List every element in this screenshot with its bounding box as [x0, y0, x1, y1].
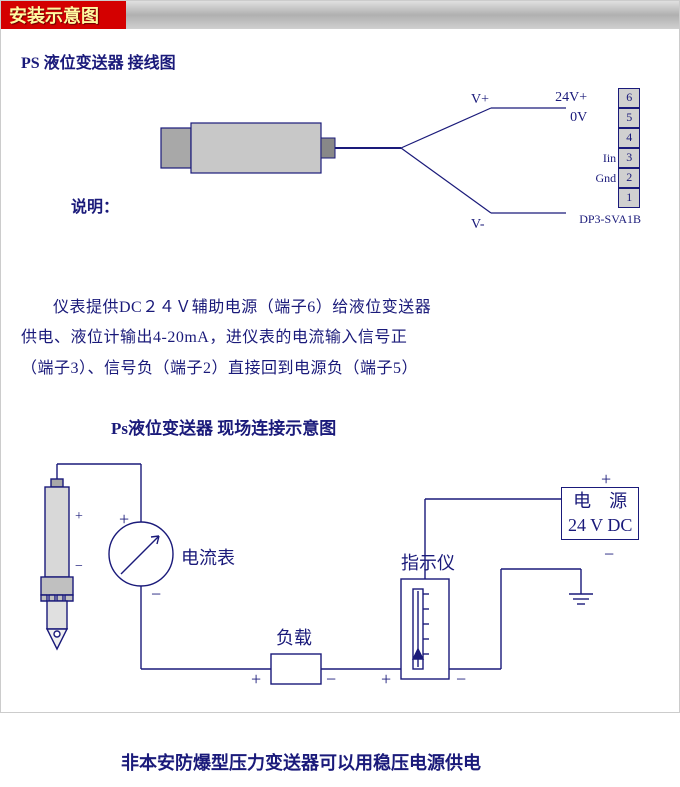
minus-psu: − [604, 544, 614, 565]
term-2: 2 [618, 168, 640, 188]
psu-line1: 电 源 [568, 490, 632, 513]
psu-line2: 24 V DC [568, 514, 632, 537]
term-out-6: 24V+ [549, 90, 589, 106]
minus-1: − [151, 584, 161, 605]
term-6: 6 [618, 88, 640, 108]
description-block: 仪表提供DC２４Ｖ辅助电源（端子6）给液位变送器 供电、液位计输出4-20mA，… [21, 293, 659, 384]
plus-psu: + [601, 469, 611, 490]
plus-sensor: + [75, 509, 83, 525]
term-4: 4 [618, 128, 640, 148]
section1-title: PS 液位变送器 接线图 [21, 49, 659, 73]
plus-2: + [251, 669, 261, 690]
load-label: 负载 [276, 624, 312, 650]
desc-line1: 仪表提供DC２４Ｖ辅助电源（端子6）给液位变送器 [21, 293, 659, 323]
plus-3: + [381, 669, 391, 690]
header-tab: 安装示意图 [1, 1, 126, 29]
terminal-model: DP3-SVA1B [579, 212, 641, 227]
ammeter-label: 电流表 [181, 544, 235, 570]
term-in-2: Gnd [589, 171, 619, 186]
vminus-label: V- [471, 217, 485, 232]
terminal-block: 24V+ 6 0V 5 4 Iin3 Gnd2 1 DP3-SVA1B [549, 88, 641, 227]
content-area: PS 液位变送器 接线图 V+ V- 24V+6 0V5 4 Iin3 Gnd2… [1, 29, 679, 787]
term-5: 5 [618, 108, 640, 128]
desc-line3: （端子3）、信号负（端子2）直接回到电源负（端子5） [21, 354, 659, 384]
minus-2: − [326, 669, 336, 690]
footer-note: 非本安防爆型压力变送器可以用稳压电源供电 [121, 749, 659, 775]
term-1: 1 [618, 188, 640, 208]
vplus-label: V+ [471, 92, 489, 107]
field-connection-diagram: 电 源 24 V DC 电流表 负载 指示仪 + − + − + − + − +… [21, 449, 661, 729]
desc-label: 说明： [71, 193, 119, 217]
wiring-diagram: V+ V- 24V+6 0V5 4 Iin3 Gnd2 1 DP3-SVA1B … [21, 83, 661, 283]
minus-3: − [456, 669, 466, 690]
header-strip: 安装示意图 [1, 1, 679, 29]
indicator-label: 指示仪 [401, 549, 455, 575]
term-out-5: 0V [549, 110, 589, 126]
header-title: 安装示意图 [9, 2, 99, 28]
plus-1: + [119, 509, 129, 530]
term-3: 3 [618, 148, 640, 168]
desc-line2: 供电、液位计输出4-20mA，进仪表的电流输入信号正 [21, 323, 659, 353]
section2-title: Ps液位变送器 现场连接示意图 [111, 414, 659, 439]
minus-sensor: − [75, 559, 83, 575]
psu-box: 电 源 24 V DC [561, 487, 639, 540]
term-in-3: Iin [589, 151, 619, 166]
